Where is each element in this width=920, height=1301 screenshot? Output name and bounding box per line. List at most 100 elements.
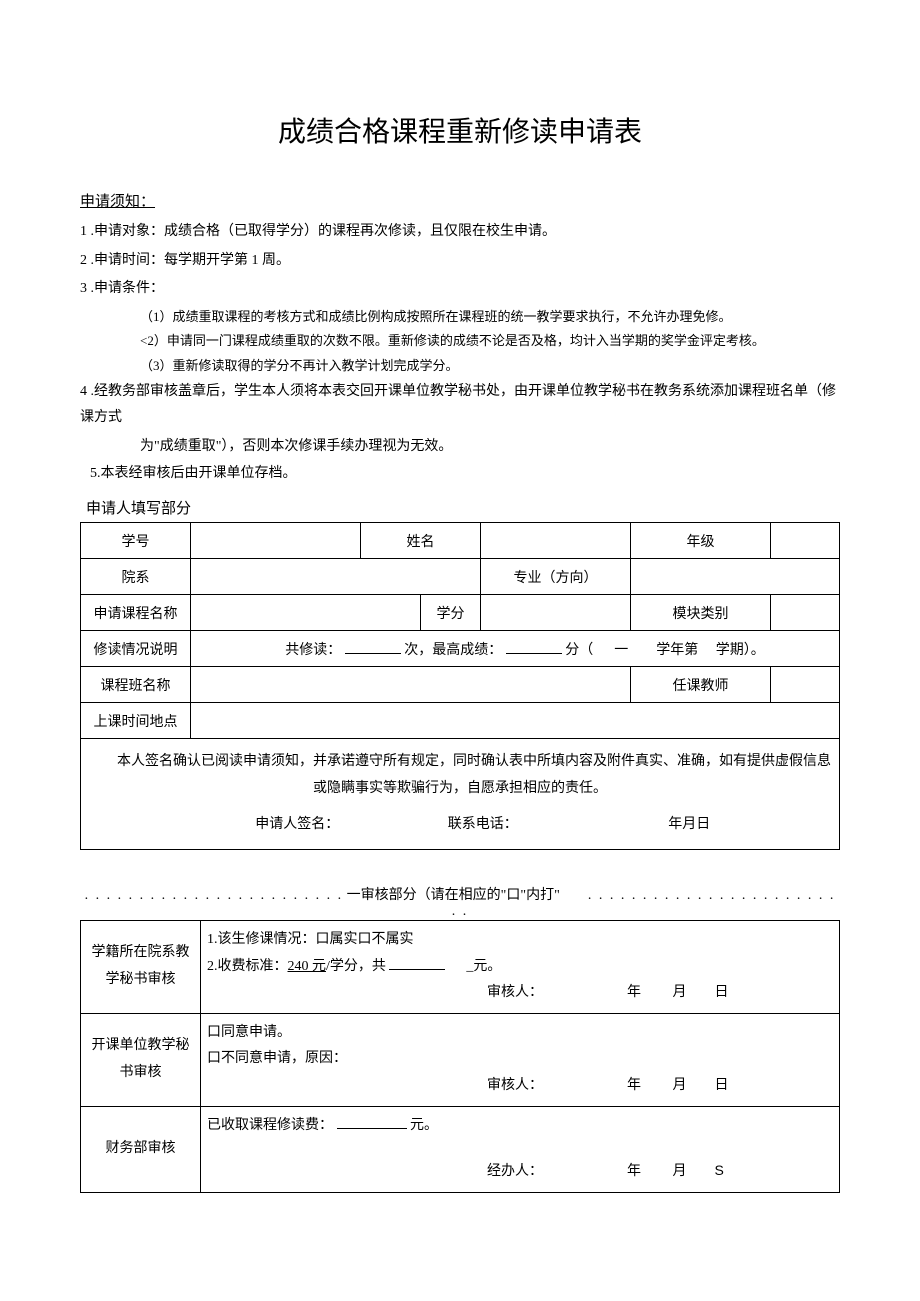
table-row: 本人签名确认已阅读申请须知，并承诺遵守所有规定，同时确认表中所填内容及附件真实、…	[81, 739, 840, 850]
field-course[interactable]	[191, 595, 421, 631]
blank-times[interactable]	[345, 640, 401, 654]
row2-line1: 口同意申请。	[207, 1020, 833, 1047]
table-row: 申请课程名称 学分 模块类别	[81, 595, 840, 631]
label-study-desc: 修读情况说明	[81, 631, 191, 667]
blank-total-credit[interactable]	[389, 956, 445, 970]
month: 月	[673, 1164, 687, 1179]
notice-item-2: 2 .申请时间：每学期开学第 1 周。	[80, 248, 840, 275]
row1-line2-mid: /学分，共	[326, 959, 386, 974]
phone-label: 联系电话：	[448, 817, 518, 832]
row1-line2-pre: 2.收费标准：	[207, 959, 288, 974]
date-label: 年月日	[668, 817, 710, 832]
section2-header-text: 一审核部分（请在相应的"口"内打"	[347, 888, 560, 903]
field-teacher[interactable]	[771, 667, 840, 703]
row2-sign: 审核人： 年 月 日	[207, 1073, 833, 1100]
notice-heading: 申请须知：	[80, 190, 840, 211]
label-credit: 学分	[421, 595, 481, 631]
table-row: 学号 姓名 年级	[81, 523, 840, 559]
row1-line1: 1.该生修课情况：口属实口不属实	[207, 927, 833, 954]
desc-mid5: 学期）。	[716, 643, 765, 658]
audit-table: 学籍所在院系教学秘书审核 1.该生修课情况：口属实口不属实 2.收费标准：240…	[80, 920, 840, 1193]
field-dept[interactable]	[191, 559, 481, 595]
label-time-place: 上课时间地点	[81, 703, 191, 739]
day-s: S	[715, 1162, 724, 1178]
label-class: 课程班名称	[81, 667, 191, 703]
field-module[interactable]	[771, 595, 840, 631]
year: 年	[627, 1164, 641, 1179]
field-major[interactable]	[631, 559, 840, 595]
signature-line: 申请人签名： 联系电话： 年月日	[89, 812, 831, 839]
desc-prefix: 共修读：	[285, 643, 341, 658]
field-time-place[interactable]	[191, 703, 840, 739]
reviewer-label: 审核人：	[487, 1078, 543, 1093]
blank-fee[interactable]	[337, 1115, 407, 1129]
desc-mid1: 次，最高成绩：	[404, 643, 502, 658]
table-row: 上课时间地点	[81, 703, 840, 739]
day: 日	[715, 1078, 729, 1093]
audit-row1-body: 1.该生修课情况：口属实口不属实 2.收费标准：240 元/学分，共 _元。 审…	[201, 921, 840, 1014]
section1-label: 申请人填写部分	[86, 497, 840, 518]
year: 年	[627, 1078, 641, 1093]
label-student-id: 学号	[81, 523, 191, 559]
label-name: 姓名	[361, 523, 481, 559]
desc-mid4: 学年第	[656, 643, 698, 658]
label-teacher: 任课教师	[631, 667, 771, 703]
row3-sign: 经办人： 年 月 S	[207, 1157, 833, 1186]
year: 年	[627, 985, 641, 1000]
month: 月	[673, 1078, 687, 1093]
desc-mid3: 一	[614, 643, 628, 658]
audit-row3-body: 已收取课程修读费： 元。 经办人： 年 月 S	[201, 1106, 840, 1192]
declaration-text: 本人签名确认已阅读申请须知，并承诺遵守所有规定，同时确认表中所填内容及附件真实、…	[89, 749, 831, 802]
audit-row2-body: 口同意申请。 口不同意申请，原因： 审核人： 年 月 日	[201, 1013, 840, 1106]
label-course: 申请课程名称	[81, 595, 191, 631]
notice-item-4b: 为"成绩重取"），否则本次修课手续办理视为无效。	[80, 434, 840, 461]
notice-item-4a: 4 .经教务部审核盖章后，学生本人须将本表交回开课单位教学秘书处，由开课单位教学…	[80, 379, 840, 432]
audit-row1-label: 学籍所在院系教学秘书审核	[81, 921, 201, 1014]
field-credit[interactable]	[481, 595, 631, 631]
row3-line1-suf: 元。	[410, 1118, 438, 1133]
row1-line2: 2.收费标准：240 元/学分，共 _元。	[207, 954, 833, 981]
section2-header: . . . . . . . . . . . . . . . . . . . . …	[80, 884, 840, 920]
page-root: 成绩合格课程重新修读申请表 申请须知： 1 .申请对象：成绩合格（已取得学分）的…	[0, 0, 920, 1293]
label-major: 专业（方向）	[481, 559, 631, 595]
notice-item-3b: <2）申请同一门课程成绩重取的次数不限。重新修读的成绩不论是否及格，均计入当学期…	[80, 329, 840, 354]
field-name[interactable]	[481, 523, 631, 559]
audit-row3-label: 财务部审核	[81, 1106, 201, 1192]
blank-score[interactable]	[506, 640, 562, 654]
row1-fee-unit: 240 元	[288, 959, 327, 974]
field-study-desc[interactable]: 共修读： 次，最高成绩： 分（ 一 学年第 学期）。	[191, 631, 840, 667]
audit-row2-label: 开课单位教学秘书审核	[81, 1013, 201, 1106]
notice-item-3c: （3）重新修读取得的学分不再计入教学计划完成学分。	[80, 354, 840, 379]
notice-item-3a: （1）成绩重取课程的考核方式和成绩比例构成按照所在课程班的统一教学要求执行，不允…	[80, 305, 840, 330]
day: 日	[715, 985, 729, 1000]
notice-list: 1 .申请对象：成绩合格（已取得学分）的课程再次修读，且仅限在校生申请。 2 .…	[80, 219, 840, 487]
label-module: 模块类别	[631, 595, 771, 631]
row1-sign: 审核人： 年 月 日	[207, 980, 833, 1007]
table-row: 院系 专业（方向）	[81, 559, 840, 595]
field-class[interactable]	[191, 667, 631, 703]
field-grade[interactable]	[771, 523, 840, 559]
row2-line2: 口不同意申请，原因：	[207, 1046, 833, 1073]
field-student-id[interactable]	[191, 523, 361, 559]
row1-line2-suf: _元。	[466, 959, 501, 974]
applicant-table: 学号 姓名 年级 院系 专业（方向） 申请课程名称 学分 模块类别 修读情况说明…	[80, 522, 840, 850]
desc-mid2: 分（	[565, 643, 593, 658]
page-title: 成绩合格课程重新修读申请表	[80, 110, 840, 150]
row3-line1-pre: 已收取课程修读费：	[207, 1118, 333, 1133]
notice-item-1: 1 .申请对象：成绩合格（已取得学分）的课程再次修读，且仅限在校生申请。	[80, 219, 840, 246]
label-dept: 院系	[81, 559, 191, 595]
table-row: 学籍所在院系教学秘书审核 1.该生修课情况：口属实口不属实 2.收费标准：240…	[81, 921, 840, 1014]
row3-line1: 已收取课程修读费： 元。	[207, 1113, 833, 1140]
notice-item-5: 5.本表经审核后由开课单位存档。	[80, 461, 840, 488]
dots-left: . . . . . . . . . . . . . . . . . . . . …	[85, 888, 344, 903]
table-row: 课程班名称 任课教师	[81, 667, 840, 703]
table-row: 修读情况说明 共修读： 次，最高成绩： 分（ 一 学年第 学期）。	[81, 631, 840, 667]
sig-label: 申请人签名：	[255, 817, 339, 832]
table-row: 财务部审核 已收取课程修读费： 元。 经办人： 年 月	[81, 1106, 840, 1192]
handler-label: 经办人：	[487, 1164, 543, 1179]
label-grade: 年级	[631, 523, 771, 559]
notice-item-3: 3 .申请条件：	[80, 276, 840, 303]
month: 月	[673, 985, 687, 1000]
table-row: 开课单位教学秘书审核 口同意申请。 口不同意申请，原因： 审核人： 年 月 日	[81, 1013, 840, 1106]
declaration-cell: 本人签名确认已阅读申请须知，并承诺遵守所有规定，同时确认表中所填内容及附件真实、…	[81, 739, 840, 850]
